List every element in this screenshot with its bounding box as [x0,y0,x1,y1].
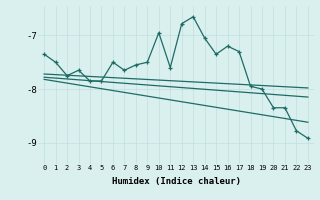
X-axis label: Humidex (Indice chaleur): Humidex (Indice chaleur) [111,177,241,186]
